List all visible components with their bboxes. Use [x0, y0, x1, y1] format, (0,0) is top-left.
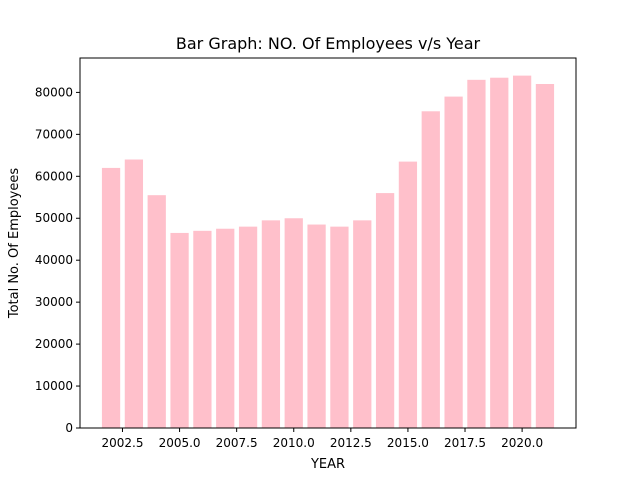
bar-2008	[238, 226, 258, 428]
bar-2009	[261, 220, 281, 428]
bar-2005	[170, 232, 189, 428]
x-tick-label: 2005.0	[159, 436, 201, 450]
y-axis-label: Total No. Of Employees	[7, 168, 22, 320]
y-axis-ticks: 0 10000 20000 30000 40000 50000 60000 70000 8000…	[35, 85, 80, 435]
y-tick-label: 20000	[35, 337, 73, 351]
y-tick-label: 30000	[35, 295, 73, 309]
x-tick-label: 2017.5	[444, 436, 486, 450]
bar-2010	[284, 218, 303, 428]
x-tick-label: 2007.5	[216, 436, 258, 450]
bar-2006	[193, 230, 212, 428]
y-tick-label: 50000	[35, 211, 73, 225]
bar-2013	[353, 220, 372, 428]
plot-frame	[79, 57, 577, 429]
bar-2015	[398, 161, 418, 429]
bar-2014	[375, 193, 395, 428]
x-axis-ticks: 2002.5 2005.0 2007.5 2010.0 2012.5 2015.0 2017…	[101, 428, 543, 450]
bar-2018	[467, 79, 486, 428]
y-tick-label: 80000	[35, 85, 73, 99]
bar-2007	[216, 228, 235, 428]
bar-2004	[147, 195, 166, 428]
bar-2003	[124, 159, 144, 428]
bar-2016	[421, 111, 440, 428]
chart-title: Bar Graph: NO. Of Employees v/s Year	[176, 34, 481, 53]
y-tick-label: 60000	[35, 169, 73, 183]
x-tick-label: 2020.0	[501, 436, 543, 450]
bars-group	[101, 75, 555, 429]
y-tick-label: 10000	[35, 379, 73, 393]
x-tick-label: 2002.5	[101, 436, 143, 450]
x-tick-label: 2010.0	[273, 436, 315, 450]
bar-2021	[535, 84, 555, 429]
bar-2020	[512, 75, 532, 428]
x-tick-label: 2015.0	[387, 436, 429, 450]
bar-2011	[307, 224, 326, 428]
y-tick-label: 70000	[35, 127, 73, 141]
y-tick-label: 0	[65, 421, 73, 435]
bar-2002	[101, 167, 121, 428]
bar-2019	[490, 77, 509, 428]
x-tick-label: 2012.5	[330, 436, 372, 450]
y-tick-label: 40000	[35, 253, 73, 267]
bar-2017	[444, 96, 463, 428]
x-axis-label: YEAR	[310, 457, 345, 472]
bar-2012	[330, 226, 349, 428]
